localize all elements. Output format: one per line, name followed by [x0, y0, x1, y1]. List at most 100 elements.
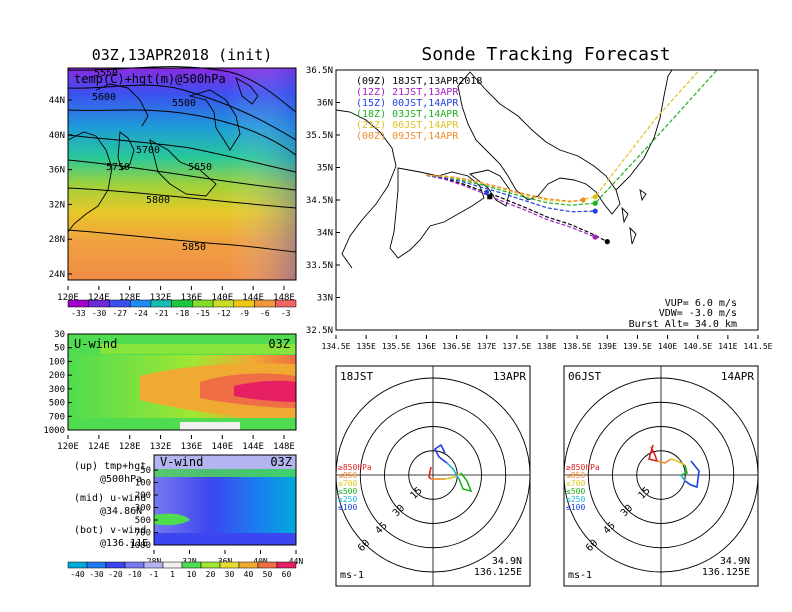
- axis-tick-label: 24N: [49, 270, 65, 280]
- tracking-lon-axis: 134.5E 135E 135.5E 136E 136.5E 137E 137.5E 138E…: [322, 335, 773, 351]
- contour-label: 5750: [106, 162, 130, 173]
- colorbar-swatch: [150, 299, 172, 308]
- colorbar-swatch: [181, 561, 202, 569]
- hodograph-level-label: ≤250: [566, 495, 585, 504]
- axis-tick-label: 136E: [181, 293, 203, 303]
- u-wind-calm: [180, 422, 240, 430]
- hodograph-level-label: ≤850: [566, 471, 585, 480]
- colorbar-label: -24: [133, 309, 148, 318]
- axis-tick-label: 140.5E: [683, 342, 712, 351]
- colorbar-label: -10: [127, 570, 142, 579]
- colorbar-swatch: [254, 299, 276, 308]
- hodograph-level-label: ≤700: [566, 479, 585, 488]
- track-landing-point: [592, 194, 598, 200]
- note-line: (mid) u-wind: [74, 493, 146, 504]
- axis-tick-label: 35.5N: [306, 131, 333, 141]
- colorbar-label: 1: [170, 570, 175, 579]
- colorbar-label: -40: [70, 570, 85, 579]
- map-frame: [67, 67, 297, 281]
- track-line: [426, 174, 608, 243]
- u-wind-frame: [67, 333, 297, 431]
- axis-tick-label: 141E: [718, 342, 737, 351]
- note-line: (up) tmp+hgt: [74, 461, 146, 472]
- hodograph-level-label: ≤250: [338, 495, 357, 504]
- v-wind-lowlevel: [154, 513, 190, 526]
- upper-left-title: 03Z,13APR2018 (init): [92, 46, 273, 64]
- tracks-layer: [426, 70, 718, 245]
- axis-tick-label: 200: [135, 491, 151, 501]
- hodograph-level-label: ≤700: [338, 479, 357, 488]
- colorbar-label: -9: [239, 309, 249, 318]
- note-line: @136.11E: [100, 538, 148, 549]
- axis-tick-label: 128E: [119, 293, 141, 303]
- v-wind-frame: [153, 454, 297, 546]
- axis-tick-label: 144E: [242, 293, 264, 303]
- colorbar-label: -1: [149, 570, 159, 579]
- colorbar-swatch: [109, 299, 131, 308]
- hodograph-date: 13APR: [493, 370, 526, 383]
- v-wind-time: 03Z: [270, 455, 292, 469]
- track-landing-point: [592, 234, 598, 240]
- axis-tick-label: 500: [49, 399, 65, 409]
- tracking-lat-axis: 36.5N 36N 35.5N 35N 34.5N 34N 33.5N 33N 32.5N: [306, 66, 340, 336]
- colorbar-swatch: [200, 561, 221, 569]
- axis-tick-label: 100: [49, 357, 65, 367]
- height-contours: [67, 66, 297, 253]
- coastlines: [67, 77, 259, 233]
- axis-tick-label: 500: [135, 516, 151, 526]
- axis-tick-label: 136.5E: [442, 342, 471, 351]
- colorbar-label: 40: [244, 570, 254, 579]
- tracking-map: 36.5N 36N 35.5N 35N 34.5N 34N 33.5N 33N 32.5N 13…: [306, 66, 773, 351]
- colorbar-swatch: [143, 561, 164, 569]
- colorbar-label: -18: [175, 309, 190, 318]
- axis-tick-label: 136E: [181, 442, 203, 452]
- track-line: [426, 70, 718, 206]
- v-wind-lat-axis: 28N 32N 36N 40N 44N: [147, 550, 304, 566]
- v-wind-band: [154, 469, 296, 477]
- hodograph-trace: [433, 443, 448, 464]
- axis-tick-label: 34N: [317, 229, 333, 239]
- colorbar-swatch: [86, 561, 107, 569]
- tracking-title: Sonde Tracking Forecast: [421, 44, 670, 65]
- axis-tick-label: 50: [54, 344, 65, 354]
- v-wind-label: V-wind: [160, 455, 203, 469]
- axis-tick-label: 137E: [477, 342, 496, 351]
- colorbar-swatch: [105, 561, 126, 569]
- axis-tick-label: 33.5N: [306, 261, 333, 271]
- hodograph-lon: 136.125E: [474, 567, 522, 578]
- u-wind-jet-core: [234, 380, 296, 402]
- lon-axis: 120E 124E 128E 132E 136E 140E 144E 148E: [57, 286, 295, 303]
- axis-tick-label: 36N: [218, 557, 233, 566]
- axis-tick-label: 28N: [147, 557, 162, 566]
- axis-tick-label: 137.5E: [502, 342, 531, 351]
- colorbar-label: -3: [281, 309, 291, 318]
- axis-tick-label: 34.5N: [306, 196, 333, 206]
- axis-tick-label: 40N: [49, 131, 65, 141]
- axis-tick-label: 1000: [43, 426, 65, 436]
- contour-label: 5550: [94, 68, 118, 79]
- axis-tick-label: 36.5N: [306, 66, 333, 76]
- panel-notes: (up) tmp+hgt @500hPa (mid) u-wind @34.86…: [74, 461, 148, 549]
- track-landing-point: [592, 208, 598, 214]
- axis-tick-label: 136E: [417, 342, 436, 351]
- temp-field-cold-east: [68, 68, 296, 280]
- axis-tick-label: 148E: [273, 442, 295, 452]
- colorbar-swatch: [276, 561, 297, 569]
- axis-tick-label: 36N: [49, 166, 65, 176]
- v-wind-level-axis: 50 100 200 300 500 700 1000: [129, 466, 158, 551]
- field-label: temp(C)+hgt(m)@500hPa: [74, 72, 226, 86]
- colorbar-swatch: [219, 561, 240, 569]
- hodograph-trace: [684, 460, 700, 489]
- hodograph-trace: [458, 472, 473, 493]
- axis-tick-label: 132E: [150, 293, 172, 303]
- track-line: [426, 174, 584, 202]
- axis-tick-label: 36N: [317, 99, 333, 109]
- hodograph-trace: [446, 462, 460, 480]
- hodograph-trace: [656, 458, 672, 464]
- colorbar-label: -33: [71, 309, 86, 318]
- colorbar-swatch: [67, 299, 89, 308]
- burst-text: Burst Alt= 34.0 km: [629, 319, 737, 330]
- colorbar-label: 20: [206, 570, 216, 579]
- colorbar-label: -15: [196, 309, 211, 318]
- axis-tick-label: 44N: [289, 557, 304, 566]
